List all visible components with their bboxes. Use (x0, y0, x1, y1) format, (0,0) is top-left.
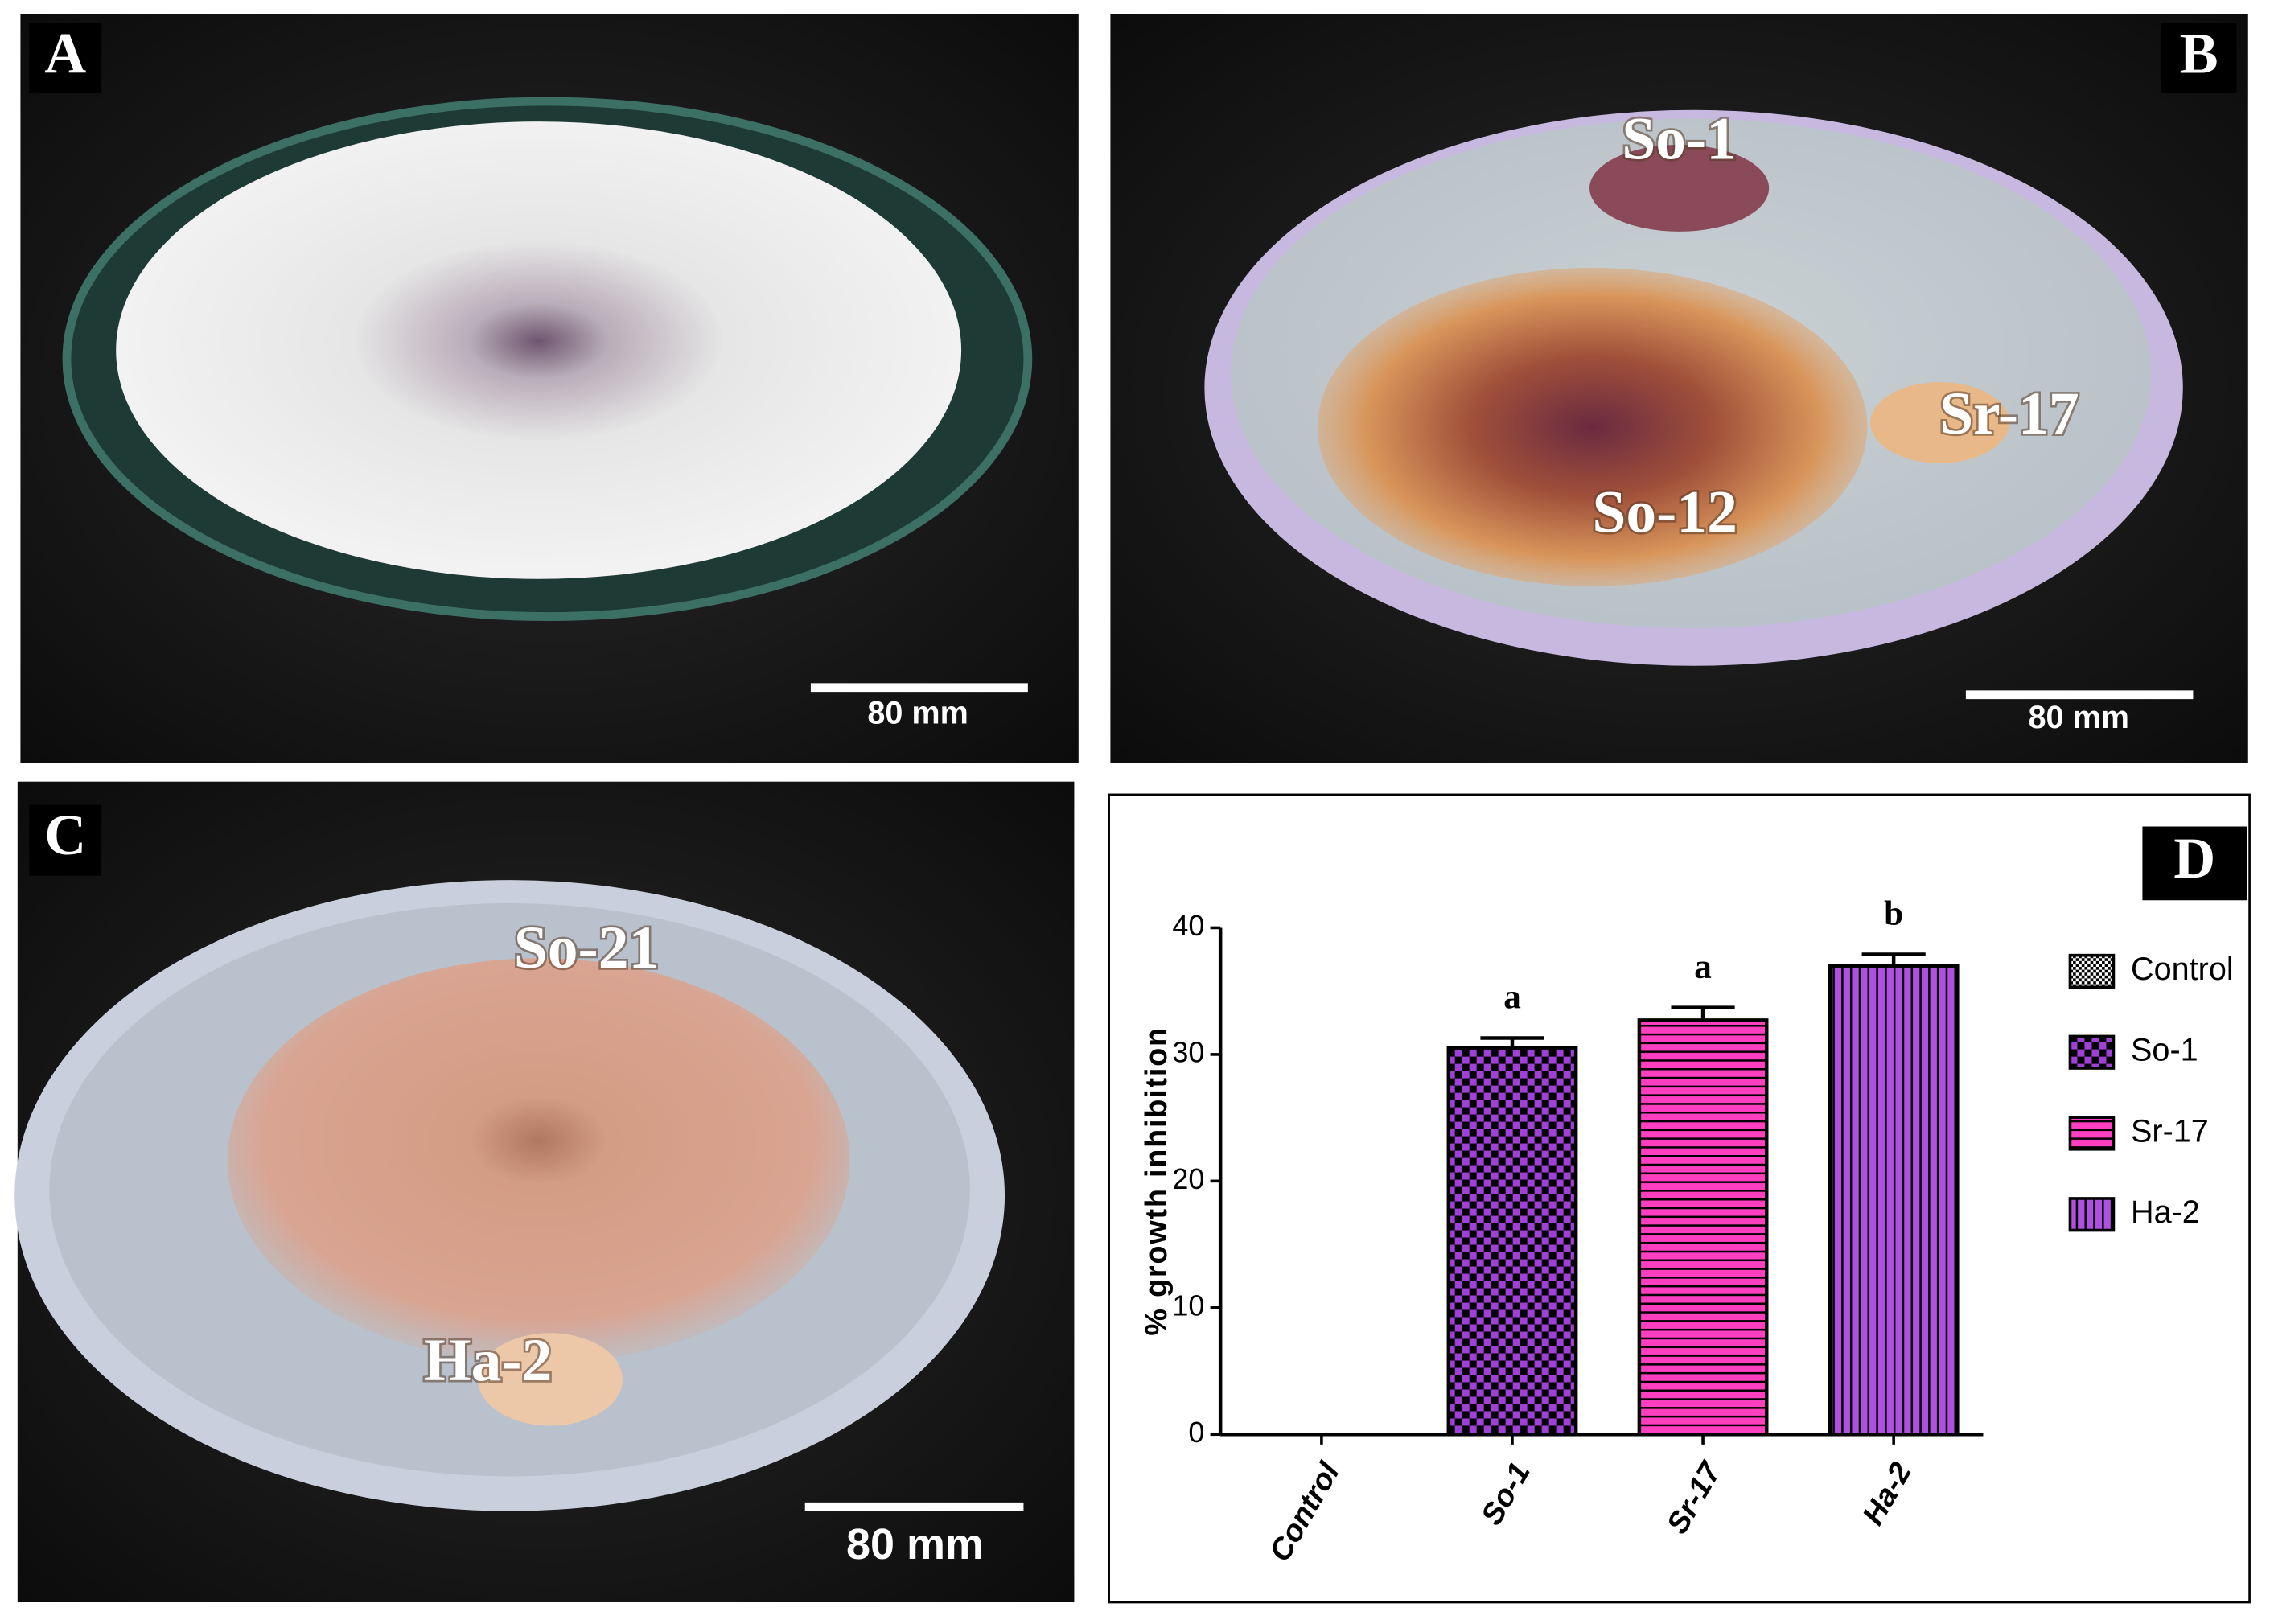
bar (1828, 964, 1960, 1437)
y-tick-label: 0 (1188, 1416, 1204, 1449)
isolate-label: Ha-2 (424, 1327, 553, 1394)
y-tick-label: 40 (1172, 909, 1204, 942)
isolate (1589, 144, 1770, 232)
panel-d: D % growth inhibition 010203040ControlCo… (1108, 793, 2251, 1604)
panel-a: A 80 mm (20, 14, 1079, 763)
fungal-colony (116, 121, 962, 579)
scale-bar-label: 80 mm (2029, 700, 2129, 735)
panel-label: B (2180, 21, 2219, 85)
fungal-colony (1317, 267, 1868, 586)
fungal-colony (227, 958, 850, 1364)
y-tick-label: 20 (1172, 1162, 1204, 1195)
bar (1637, 1018, 1769, 1437)
y-tick-label: 30 (1172, 1035, 1204, 1068)
legend-swatch (2068, 953, 2116, 989)
legend-label: Control (2131, 952, 2234, 987)
isolate-label: So-12 (1592, 479, 1737, 546)
bar (1446, 1046, 1578, 1437)
legend-swatch (2068, 1197, 2116, 1232)
legend-label: Ha-2 (2131, 1194, 2200, 1230)
panel-label-box (2161, 23, 2237, 93)
isolate-label: So-1 (1622, 105, 1737, 172)
panel-label: A (44, 21, 86, 85)
panel-c: C So-21 Ha-2 80 mm (14, 781, 1075, 1603)
legend-label: Sr-17 (2131, 1113, 2209, 1149)
panel-b: B So-1 Sr-17 So-12 80 mm (1110, 14, 2248, 763)
legend-label: So-1 (2131, 1033, 2198, 1068)
significance-label: a (1503, 979, 1521, 1017)
y-axis-label: % growth inhibition (1140, 1026, 1174, 1336)
scale-bar-label: 80 mm (867, 695, 968, 730)
panel-label-box (29, 23, 102, 93)
isolate-label: So-21 (514, 915, 660, 981)
panel-label-box (29, 804, 102, 876)
panel-label-box (2142, 826, 2247, 901)
y-tick-label: 10 (1172, 1289, 1204, 1322)
scale-bar-label: 80 mm (846, 1520, 984, 1568)
significance-label: b (1884, 895, 1903, 933)
legend-swatch (2068, 1034, 2116, 1070)
panel-label: C (44, 803, 86, 867)
panel-label: D (2173, 826, 2215, 890)
significance-label: a (1694, 948, 1712, 986)
isolate (1870, 382, 2009, 463)
isolate-label: Sr-17 (1939, 380, 2079, 447)
isolate (478, 1333, 623, 1426)
legend-swatch (2068, 1116, 2116, 1151)
